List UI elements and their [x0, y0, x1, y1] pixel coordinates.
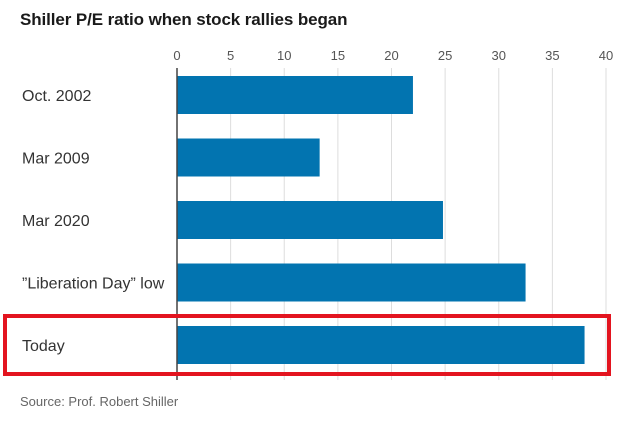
highlight-box [3, 314, 611, 376]
bar-chart: 0 5 10 15 20 25 30 35 40 Oct. 2002 Mar 2009 Mar 202… [3, 48, 613, 380]
x-tick-label: 5 [227, 48, 234, 63]
category-label: Mar 2009 [22, 151, 90, 168]
bar-4 [177, 326, 585, 364]
category-label: Today [22, 338, 65, 355]
x-tick-label: 35 [545, 48, 559, 63]
bar-2 [177, 201, 443, 239]
source-note: Source: Prof. Robert Shiller [20, 394, 179, 409]
x-tick-label: 40 [599, 48, 613, 63]
category-label: Oct. 2002 [22, 88, 91, 105]
bar-0 [177, 76, 413, 114]
x-tick-label: 25 [438, 48, 452, 63]
category-label: ”Liberation Day” low [22, 276, 165, 293]
x-tick-label: 20 [384, 48, 398, 63]
bar-3 [177, 263, 526, 302]
x-tick-label: 0 [173, 48, 180, 63]
x-tick-label: 15 [331, 48, 345, 63]
x-tick-label: 30 [492, 48, 506, 63]
chart-title: Shiller P/E ratio when stock rallies beg… [20, 10, 348, 29]
category-label: Mar 2020 [22, 213, 90, 230]
bar-1 [177, 138, 320, 177]
x-tick-label: 10 [277, 48, 291, 63]
